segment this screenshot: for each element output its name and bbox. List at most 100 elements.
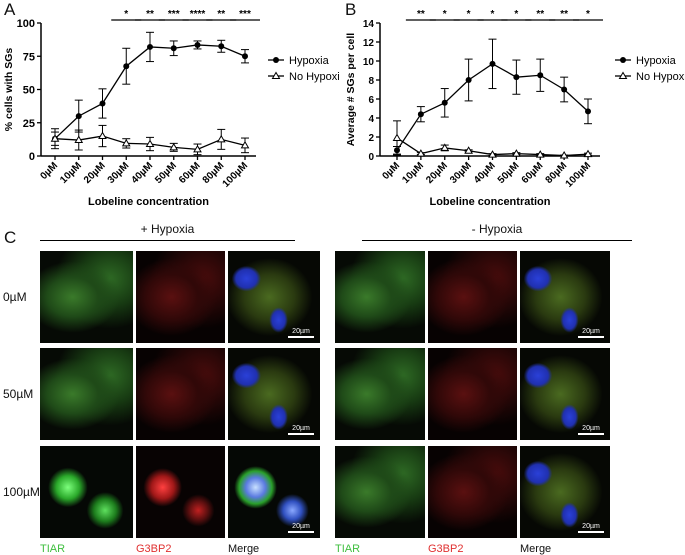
data-point [464, 146, 473, 154]
micrograph-hypoxia-g3bp2-row0 [136, 251, 225, 343]
channel-label-g3bp2: G3BP2 [428, 543, 464, 555]
y-tick-label: 14 [363, 19, 375, 30]
data-point [417, 111, 424, 118]
data-point [512, 149, 521, 157]
x-tick-label: 40µM [472, 160, 498, 186]
row-label-50: 50µM [3, 387, 34, 401]
data-point [488, 150, 497, 158]
scale-bar: 20µm [288, 328, 314, 338]
micrograph-hypoxia-tiar-row1 [40, 348, 133, 440]
channel-label-tiar: TIAR [40, 543, 66, 555]
y-tick-label: 0 [368, 152, 374, 163]
scale-bar: 20µm [578, 425, 604, 435]
chart-a: 02550751000µM10µM20µM30µM40µM50µM60µM80µ… [3, 9, 340, 208]
y-tick-label: 50 [23, 85, 35, 97]
y-tick-label: 75 [23, 51, 35, 63]
x-tick-label: 100µM [564, 160, 594, 190]
micrograph-hypoxia-tiar-row2 [40, 446, 133, 538]
data-point [193, 144, 202, 153]
significance-label: ** [146, 9, 154, 20]
significance-label: * [124, 9, 128, 20]
legend-label: Hypoxia [289, 55, 330, 67]
micrograph-no-hypoxia-g3bp2-row1 [428, 348, 517, 440]
x-tick-label: 30µM [448, 160, 474, 186]
data-point [74, 135, 84, 144]
divider [40, 240, 295, 241]
data-point [75, 113, 82, 120]
significance-label: * [491, 9, 495, 20]
x-tick-label: 20µM [424, 160, 450, 186]
scale-bar-label: 20µm [292, 328, 310, 335]
data-point [50, 134, 60, 142]
panel-label-b: B [345, 0, 357, 19]
divider [362, 240, 632, 241]
significance-label: * [467, 9, 471, 20]
y-tick-label: 10 [363, 57, 375, 68]
x-tick-label: 100µM [221, 160, 251, 190]
micrograph-hypoxia-merge-row1: 20µm [228, 348, 320, 440]
legend-label: Hypoxia [636, 55, 677, 67]
micrograph-hypoxia-merge-row0: 20µm [228, 251, 320, 343]
x-tick-label: 0µM [380, 160, 402, 182]
scale-bar: 20µm [578, 523, 604, 533]
legend-marker [271, 71, 281, 79]
channel-label-merge: Merge [520, 543, 552, 555]
data-point [489, 60, 496, 67]
y-tick-label: 100 [17, 18, 35, 30]
row-label-100: 100µM [3, 485, 40, 499]
y-tick-label: 2 [368, 133, 374, 144]
data-point [535, 150, 545, 158]
data-point [465, 77, 472, 83]
significance-label: ** [217, 9, 225, 20]
significance-label: ** [536, 9, 544, 20]
micrograph-no-hypoxia-g3bp2-row2 [428, 446, 517, 538]
y-tick-label: 25 [23, 118, 35, 130]
data-point [147, 43, 153, 50]
micrograph-no-hypoxia-merge-row1: 20µm [520, 348, 610, 440]
row-label-0: 0µM [3, 290, 27, 304]
x-tick-label: 30µM [106, 160, 132, 186]
panel-label-a: A [4, 0, 16, 19]
significance-label: ** [560, 9, 568, 20]
scale-bar: 20µm [288, 523, 314, 533]
scale-bar-label: 20µm [582, 523, 600, 530]
data-point [121, 138, 131, 147]
y-axis-title: % cells with SGs [3, 48, 15, 132]
x-tick-label: 60µM [520, 160, 546, 186]
scale-bar: 20µm [288, 425, 314, 435]
data-point [440, 143, 450, 151]
micrograph-no-hypoxia-merge-row2: 20µm [520, 446, 610, 538]
data-point [145, 139, 155, 148]
significance-label: *** [168, 9, 180, 20]
x-tick-label: 50µM [153, 160, 179, 186]
data-point [218, 43, 225, 50]
data-point [98, 131, 107, 140]
legend-marker [620, 57, 626, 63]
data-point [559, 151, 569, 159]
data-point [561, 86, 568, 93]
micrograph-hypoxia-merge-row2: 20µm [228, 446, 320, 538]
panel-label-c: C [4, 228, 17, 247]
x-tick-label: 10µM [58, 160, 84, 186]
scale-bar-label: 20µm [292, 523, 310, 530]
data-point [392, 133, 402, 141]
legend-label: No Hypoxia [289, 71, 340, 83]
data-point [585, 108, 591, 115]
header-minus-hypoxia: - Hypoxia [471, 222, 523, 236]
data-point [441, 99, 448, 106]
data-point [416, 149, 426, 157]
significance-label: * [514, 9, 518, 20]
x-axis-title: Lobeline concentration [429, 196, 550, 208]
y-axis-title: Average # SGs per cell [345, 33, 357, 147]
x-axis-title: Lobeline concentration [88, 196, 209, 208]
significance-label: *** [239, 9, 251, 20]
micrograph-no-hypoxia-merge-row0: 20µm [520, 251, 610, 343]
micrograph-no-hypoxia-g3bp2-row0 [428, 251, 517, 343]
micrograph-no-hypoxia-tiar-row0 [335, 251, 425, 343]
legend-marker [618, 71, 628, 79]
y-tick-label: 12 [363, 38, 375, 49]
chart-b: 024681012140µM10µM20µM30µM40µM50µM60µM80… [345, 9, 685, 208]
x-tick-label: 60µM [177, 160, 203, 186]
x-tick-label: 0µM [38, 160, 60, 182]
